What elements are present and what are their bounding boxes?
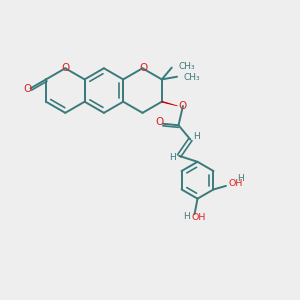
Text: H: H xyxy=(169,153,176,162)
Text: O: O xyxy=(179,101,187,111)
Text: OH: OH xyxy=(229,179,243,188)
Text: O: O xyxy=(23,84,32,94)
Text: O: O xyxy=(62,63,70,73)
Polygon shape xyxy=(162,101,178,106)
Text: H: H xyxy=(194,132,200,141)
Text: CH₃: CH₃ xyxy=(178,62,195,71)
Text: CH₃: CH₃ xyxy=(184,73,200,82)
Text: H: H xyxy=(237,174,244,183)
Text: OH: OH xyxy=(192,213,206,222)
Text: O: O xyxy=(139,63,147,73)
Text: O: O xyxy=(155,117,164,127)
Text: H: H xyxy=(183,212,190,221)
